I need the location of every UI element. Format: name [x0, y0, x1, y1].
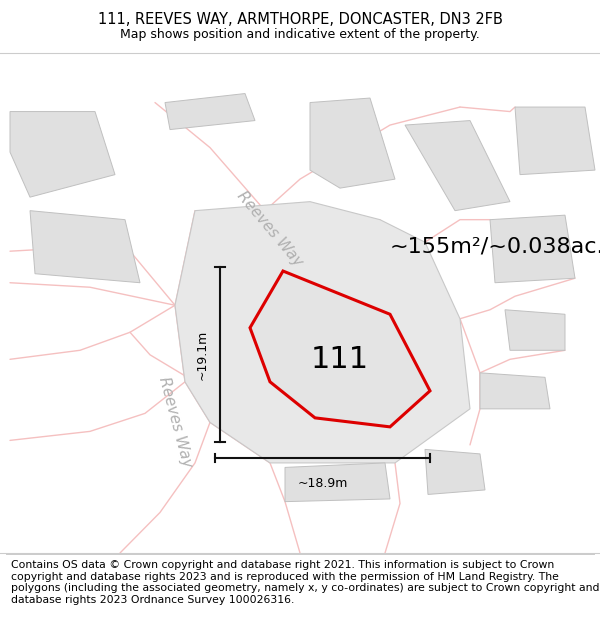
Polygon shape — [250, 271, 430, 427]
Polygon shape — [285, 463, 390, 502]
Polygon shape — [480, 373, 550, 409]
Polygon shape — [490, 215, 575, 282]
Polygon shape — [175, 202, 470, 463]
Text: Map shows position and indicative extent of the property.: Map shows position and indicative extent… — [120, 28, 480, 41]
Text: ~18.9m: ~18.9m — [298, 477, 347, 490]
Text: Reeves Way: Reeves Way — [155, 376, 194, 469]
Text: ~19.1m: ~19.1m — [196, 329, 209, 380]
Text: 111, REEVES WAY, ARMTHORPE, DONCASTER, DN3 2FB: 111, REEVES WAY, ARMTHORPE, DONCASTER, D… — [98, 12, 502, 27]
Text: Reeves Way: Reeves Way — [234, 188, 306, 269]
Text: Contains OS data © Crown copyright and database right 2021. This information is : Contains OS data © Crown copyright and d… — [11, 560, 599, 605]
Text: 111: 111 — [311, 345, 369, 374]
Polygon shape — [310, 98, 395, 188]
Polygon shape — [505, 310, 565, 350]
Polygon shape — [10, 111, 115, 197]
Polygon shape — [425, 449, 485, 494]
Polygon shape — [405, 121, 510, 211]
Text: ~155m²/~0.038ac.: ~155m²/~0.038ac. — [390, 237, 600, 257]
Polygon shape — [515, 107, 595, 174]
Polygon shape — [30, 211, 140, 282]
Polygon shape — [165, 94, 255, 129]
